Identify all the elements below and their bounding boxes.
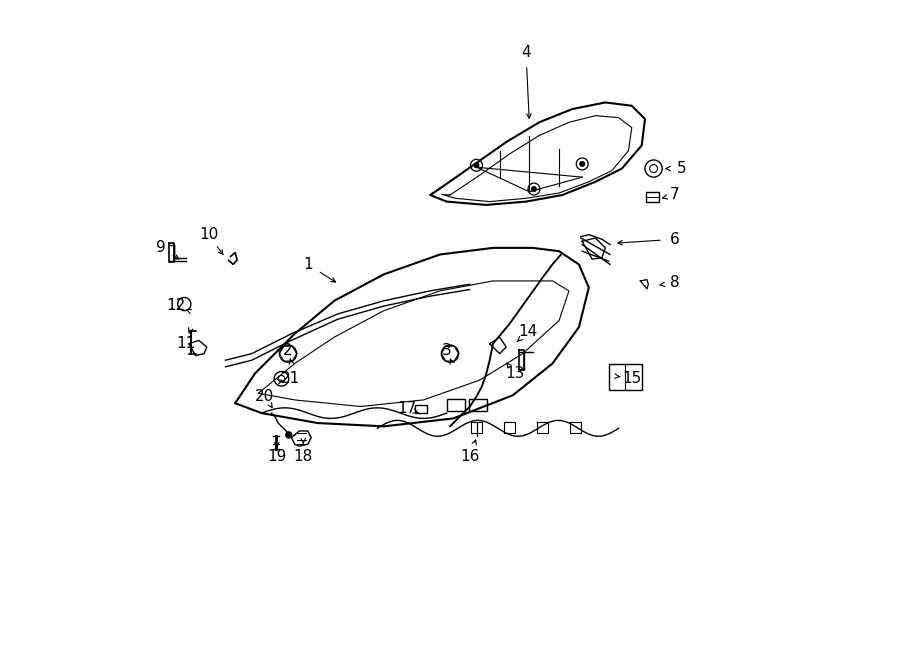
Circle shape [531, 186, 536, 192]
Text: 5: 5 [677, 161, 686, 176]
Circle shape [473, 163, 479, 168]
Text: 7: 7 [670, 188, 680, 202]
Text: 1: 1 [303, 257, 312, 272]
Text: 10: 10 [199, 227, 219, 242]
Bar [469, 399, 487, 411]
Bar [415, 405, 427, 413]
Bar [446, 399, 465, 411]
Text: 21: 21 [281, 371, 300, 385]
Text: 13: 13 [505, 366, 525, 381]
Circle shape [285, 432, 292, 438]
Text: 18: 18 [293, 449, 313, 463]
Text: 2: 2 [284, 343, 292, 358]
Text: 15: 15 [622, 371, 642, 385]
Bar [608, 364, 642, 390]
Text: 17: 17 [398, 401, 417, 416]
Text: 19: 19 [267, 449, 286, 463]
Text: 11: 11 [176, 336, 195, 351]
Text: 16: 16 [460, 449, 480, 463]
Text: 20: 20 [256, 389, 274, 404]
Text: 9: 9 [156, 241, 166, 255]
Text: 14: 14 [518, 325, 537, 339]
Circle shape [580, 161, 585, 167]
Bar [645, 192, 659, 202]
Text: 8: 8 [670, 276, 680, 290]
Text: 4: 4 [521, 46, 531, 60]
Text: 6: 6 [670, 232, 680, 247]
Text: 3: 3 [442, 343, 452, 358]
Text: 12: 12 [166, 298, 185, 313]
